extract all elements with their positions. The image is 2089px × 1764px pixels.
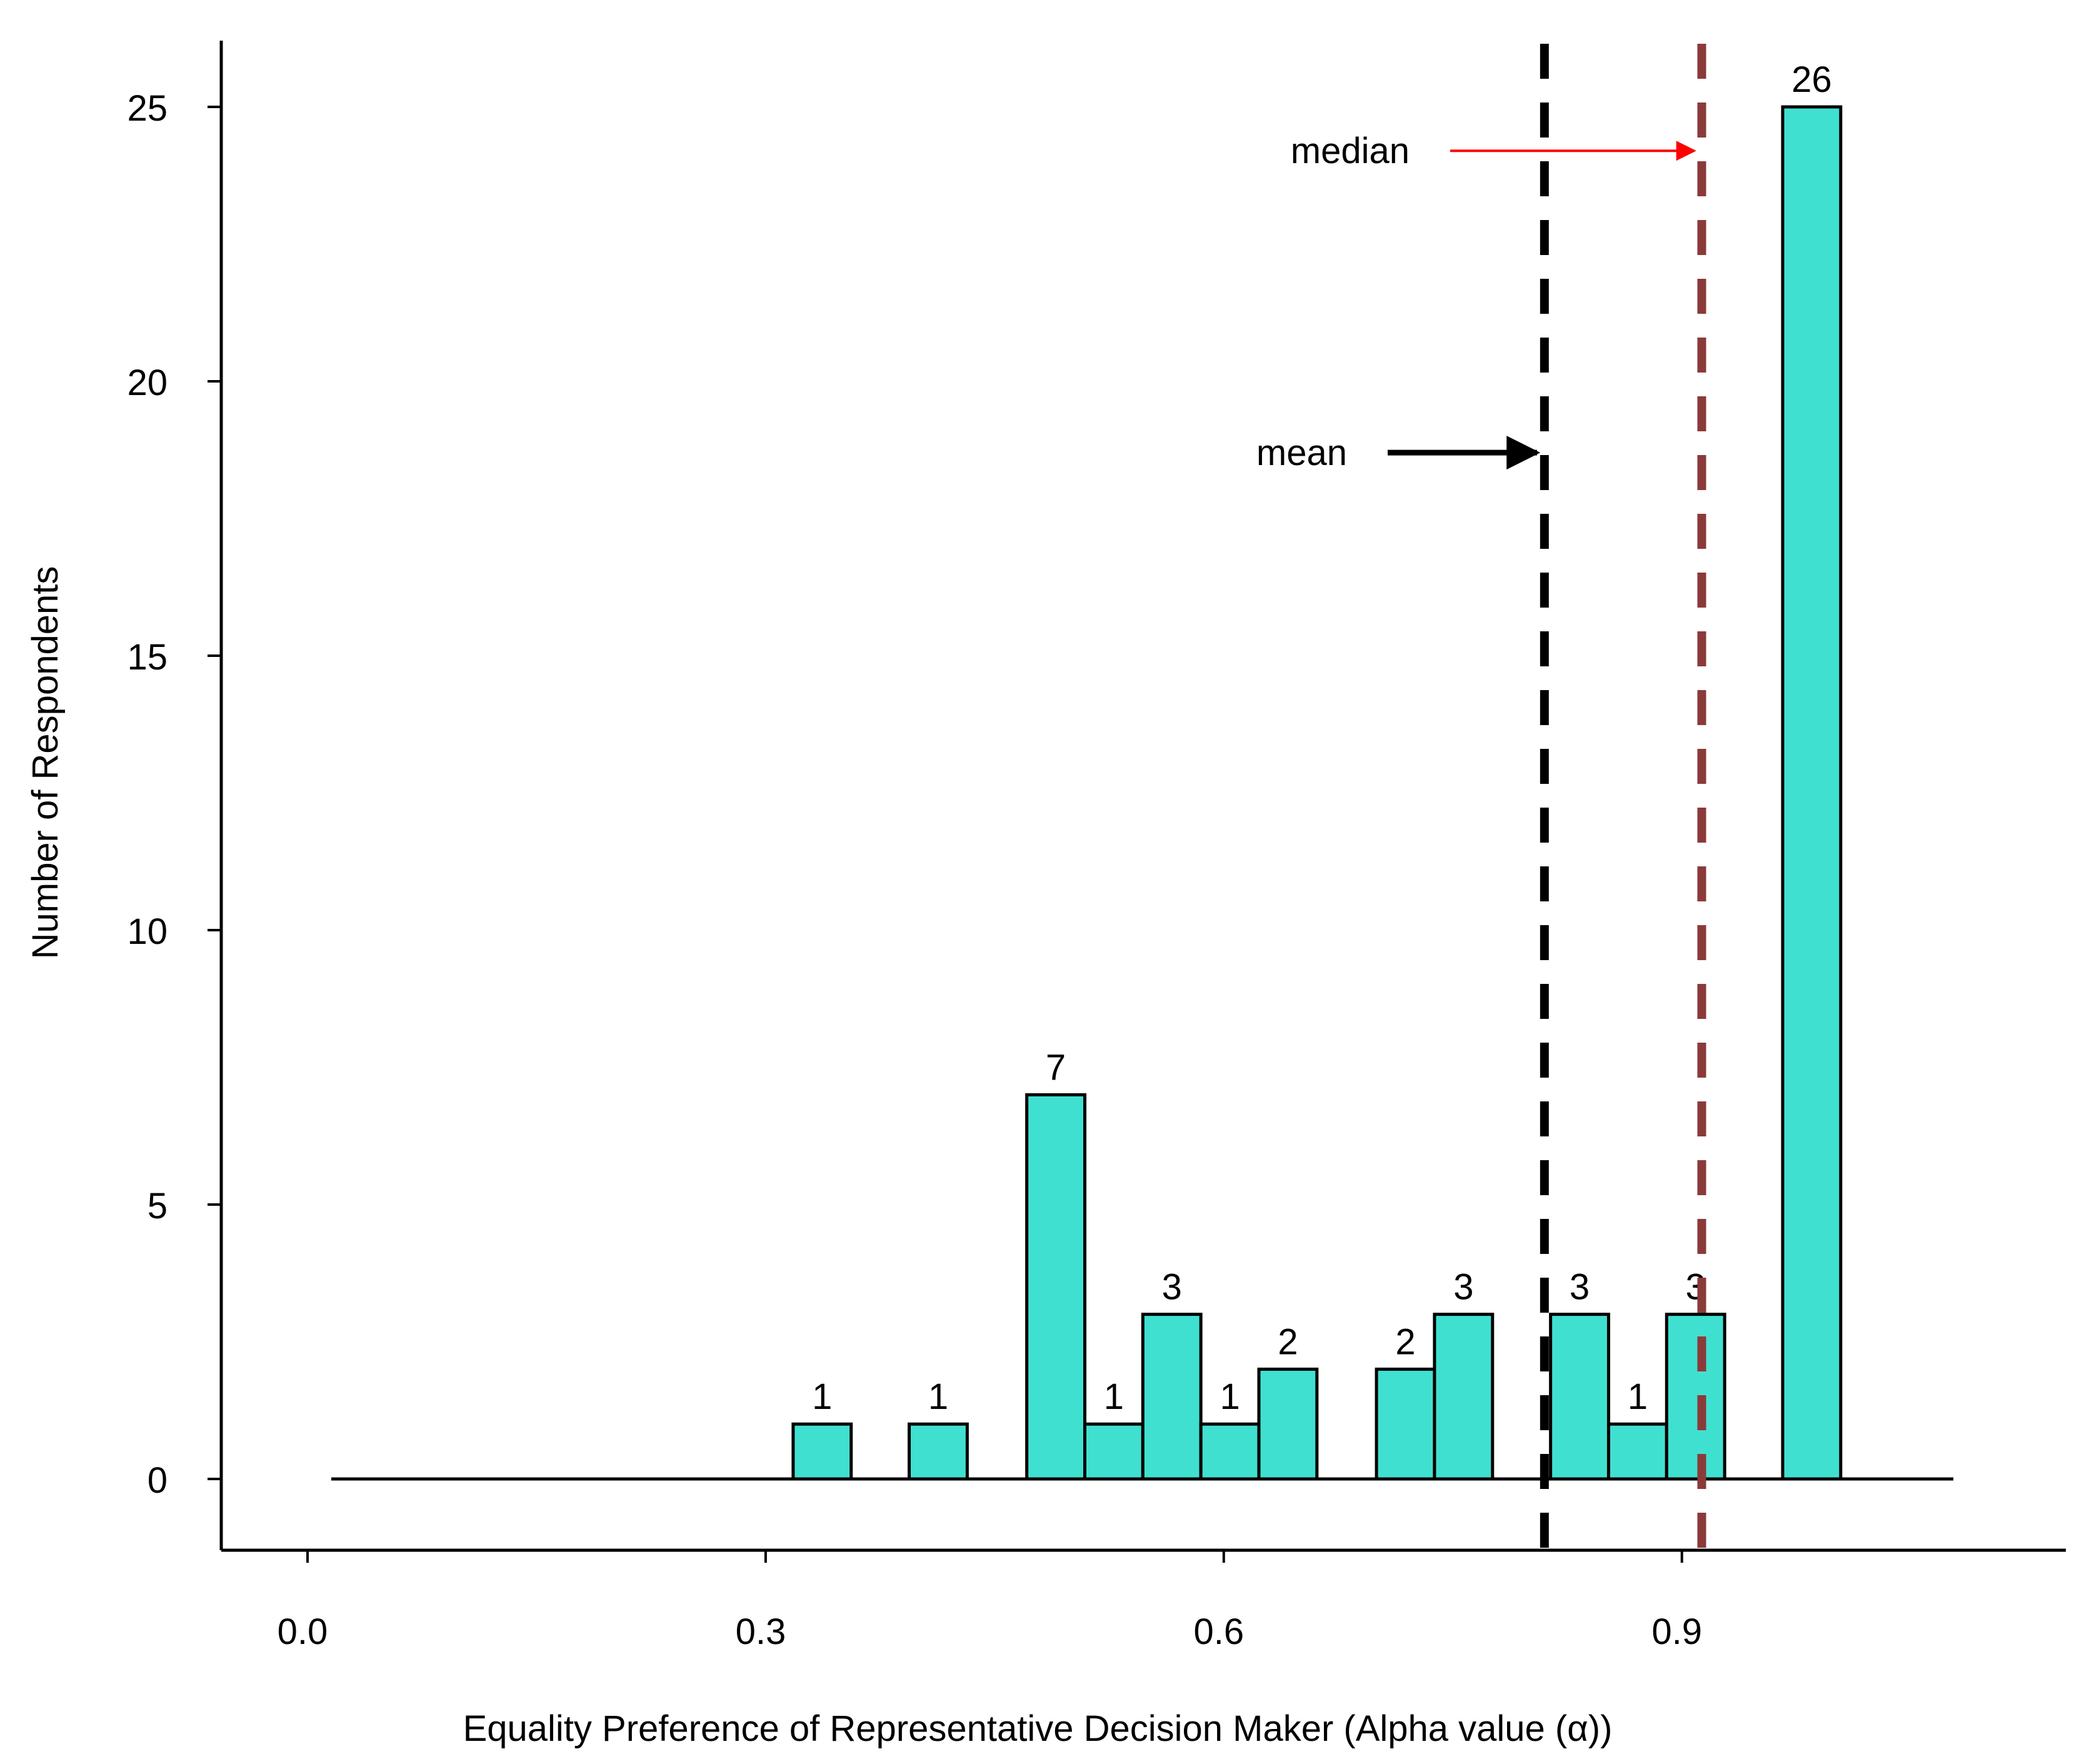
x-axis-ticks: 0.0 0.3 0.6 0.9: [278, 1550, 1702, 1652]
bar-label-1: 1: [928, 1376, 948, 1417]
x-tick-label-1: 0.3: [736, 1611, 786, 1652]
bar-8: [1433, 1313, 1495, 1481]
bar-12: [1781, 105, 1843, 1481]
bar-4: [1141, 1313, 1203, 1481]
bar-label-5: 1: [1220, 1376, 1240, 1417]
x-tick-label-3: 0.9: [1651, 1611, 1702, 1652]
bar-label-0: 1: [812, 1376, 832, 1417]
y-tick-label-2: 10: [127, 911, 168, 952]
bar-label-12: 26: [1791, 59, 1832, 100]
bar-label-7: 2: [1395, 1321, 1415, 1362]
bar-7: [1375, 1367, 1436, 1481]
bar-label-9: 3: [1570, 1267, 1590, 1308]
y-tick-label-3: 15: [127, 637, 168, 678]
median-label: median: [1291, 131, 1410, 171]
y-tick-label-4: 20: [127, 363, 168, 403]
x-tick-label-0: 0.0: [278, 1611, 328, 1652]
bar-1: [908, 1422, 969, 1481]
bar-9: [1549, 1313, 1610, 1481]
bar-label-2: 7: [1046, 1047, 1066, 1088]
bar-label-6: 2: [1278, 1321, 1298, 1362]
x-tick-label-2: 0.6: [1193, 1611, 1244, 1652]
y-tick-label-5: 25: [127, 88, 168, 129]
bar-10: [1606, 1422, 1668, 1481]
reference-lines: mean median: [1256, 44, 1706, 1550]
bar-0: [791, 1422, 853, 1481]
bar-6: [1257, 1367, 1319, 1481]
y-axis-ticks: 0 5 10 15 20 25: [127, 88, 221, 1501]
bar-label-8: 3: [1453, 1267, 1473, 1308]
bar-label-3: 1: [1104, 1376, 1124, 1417]
x-axis-label: Equality Preference of Representative De…: [463, 1708, 1613, 1749]
bar-5: [1199, 1422, 1261, 1481]
bar-11: [1665, 1313, 1726, 1481]
y-axis-label: Number of Respondents: [25, 566, 66, 960]
y-tick-label-0: 0: [148, 1460, 168, 1501]
mean-label: mean: [1256, 433, 1347, 473]
y-tick-label-1: 5: [148, 1186, 168, 1226]
bar-2: [1025, 1093, 1086, 1481]
bar-3: [1083, 1422, 1145, 1481]
bar-label-10: 1: [1628, 1376, 1648, 1417]
histogram-bars: [791, 105, 1843, 1481]
bar-label-4: 3: [1162, 1267, 1182, 1308]
